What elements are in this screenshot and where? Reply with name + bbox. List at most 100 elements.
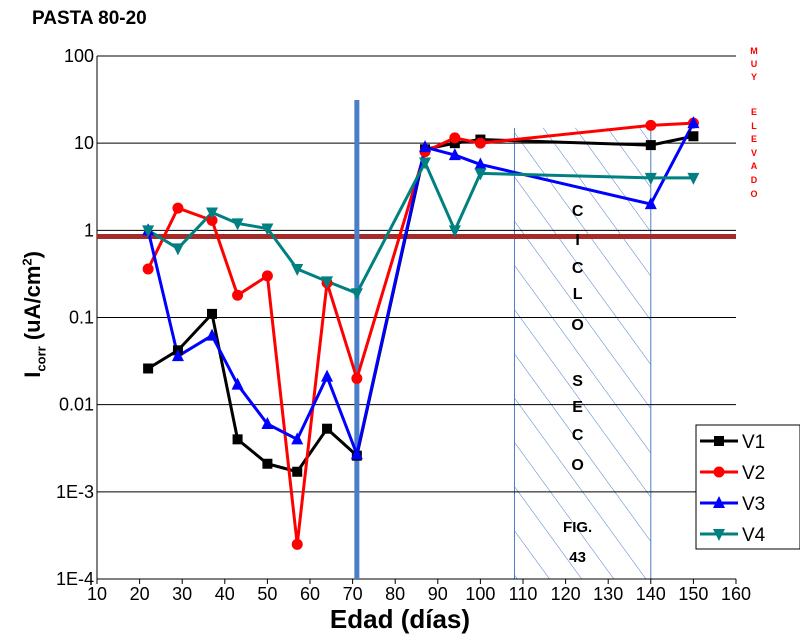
point-v1 [232, 434, 243, 445]
point-v1 [322, 423, 333, 434]
y-tick-label: 1E-3 [56, 482, 94, 502]
point-v2 [291, 538, 303, 550]
point-v3 [171, 349, 184, 362]
y-label-sub: corr [33, 346, 49, 372]
x-tick-label: 80 [385, 584, 405, 604]
ciclo-seco-letter: C [572, 427, 584, 444]
muy-elevado-letter: O [750, 189, 757, 199]
point-v1 [262, 458, 273, 469]
point-v4 [142, 225, 155, 238]
point-v3 [474, 157, 487, 170]
point-v4 [474, 168, 487, 181]
muy-elevado-letter: Y [751, 72, 757, 82]
x-tick-label: 130 [593, 584, 623, 604]
point-v4 [321, 276, 334, 289]
point-v4 [687, 172, 700, 185]
y-tick-label: 10 [74, 133, 94, 153]
point-v2 [172, 202, 184, 214]
muy-elevado-letter: U [751, 59, 758, 69]
point-v4 [261, 223, 274, 236]
ciclo-seco-letter: O [571, 457, 583, 474]
point-v4 [206, 207, 219, 220]
point-v1 [207, 308, 218, 319]
y-label-unit: (uA/cm [19, 265, 45, 347]
point-v3 [321, 369, 334, 382]
ciclo-seco-letter: I [575, 232, 579, 249]
point-v1 [645, 140, 656, 151]
point-v2 [142, 263, 154, 275]
point-v2 [351, 372, 363, 384]
point-v4 [291, 264, 304, 277]
point-v2 [449, 132, 461, 144]
x-tick-label: 40 [215, 584, 235, 604]
y-label-close: ) [19, 251, 45, 259]
x-tick-label: 110 [509, 584, 538, 604]
point-v1 [143, 363, 154, 374]
point-v1 [688, 131, 699, 142]
point-v3 [350, 447, 363, 460]
legend-marker-v3 [713, 496, 725, 508]
point-v3 [687, 116, 700, 129]
y-tick-label: 100 [64, 46, 94, 66]
ciclo-seco-letter: S [572, 373, 583, 390]
ciclo-seco-letter: O [571, 317, 583, 334]
x-tick-label: 140 [636, 584, 666, 604]
legend-marker-v4 [713, 529, 725, 541]
x-tick-label: 90 [428, 584, 448, 604]
point-v2 [474, 137, 486, 149]
point-v4 [448, 225, 461, 238]
point-v2 [261, 270, 273, 282]
legend-label-v3: V3 [742, 494, 765, 515]
point-v4 [231, 218, 244, 231]
muy-elevado-letter: E [751, 134, 757, 144]
y-label-sup: 2 [19, 258, 35, 266]
y-tick-label: 0.01 [59, 395, 94, 415]
point-v3 [419, 140, 432, 153]
muy-elevado-letter: V [751, 148, 757, 158]
chart-title: PASTA 80-20 [32, 8, 147, 29]
legend-label-v2: V2 [742, 463, 765, 484]
legend-box [695, 424, 800, 550]
point-v3 [261, 417, 274, 430]
x-tick-label: 50 [257, 584, 277, 604]
muy-elevado-letter: E [751, 107, 757, 117]
y-label-main: I [19, 371, 45, 378]
point-v2 [206, 214, 218, 226]
y-axis-label: Icorr (uA/cm2) [20, 184, 49, 444]
point-v3 [291, 432, 304, 445]
point-v3 [644, 197, 657, 210]
point-v4 [350, 288, 363, 301]
muy-elevado-letter: M [750, 46, 758, 56]
legend-label-v4: V4 [742, 525, 766, 546]
point-v3 [206, 328, 219, 341]
ciclo-seco-letter: C [572, 260, 584, 277]
fig-number: 43 [569, 549, 586, 566]
point-v2 [232, 289, 244, 301]
x-tick-label: 160 [721, 584, 751, 604]
legend: V1 V2 V3 V4 [695, 424, 800, 550]
point-v2 [645, 119, 657, 131]
ciclo-seco-letter: L [573, 286, 583, 303]
y-tick-label: 1E-4 [56, 569, 94, 589]
x-tick-label: 10 [87, 584, 107, 604]
muy-elevado-letter: A [751, 161, 758, 171]
fig-label: FIG. [563, 519, 592, 536]
muy-elevado-letter: D [751, 175, 758, 185]
x-axis-label: Edad (días) [329, 604, 471, 634]
x-tick-label: 70 [343, 584, 363, 604]
point-v4 [171, 243, 184, 256]
x-tick-label: 100 [465, 584, 495, 604]
x-tick-label: 150 [678, 584, 708, 604]
point-v3 [231, 377, 244, 390]
x-tick-label: 60 [300, 584, 320, 604]
legend-label-v1: V1 [742, 432, 765, 453]
legend-marker-v2 [713, 466, 725, 478]
point-v3 [448, 148, 461, 161]
y-tick-label: 1 [84, 220, 94, 240]
x-tick-label: 120 [551, 584, 581, 604]
y-tick-label: 0.1 [69, 308, 94, 328]
ciclo-seco-letter: C [572, 203, 584, 220]
x-tick-label: 20 [130, 584, 150, 604]
